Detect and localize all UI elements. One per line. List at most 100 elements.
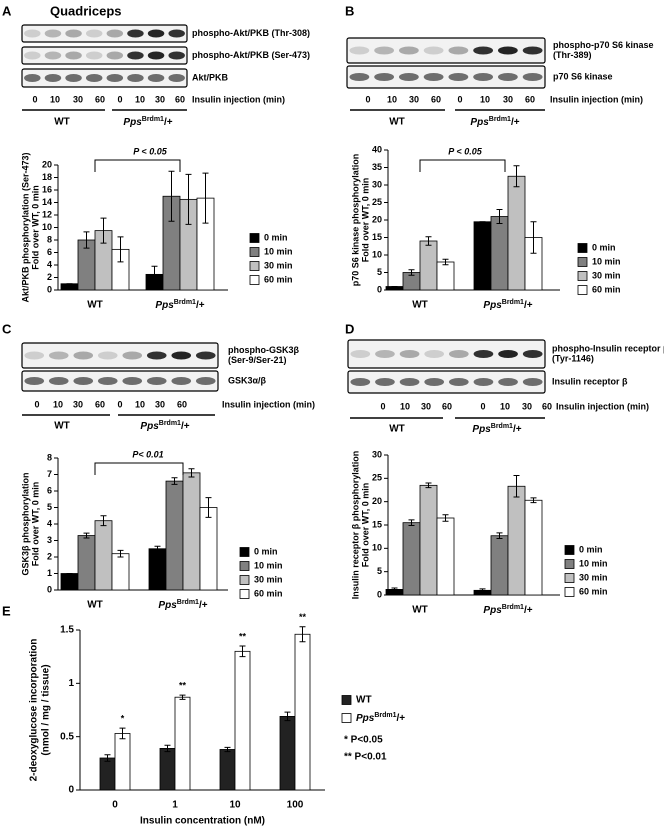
blot-band: [473, 46, 494, 55]
label-part: Brdm1: [491, 423, 513, 430]
y-axis-label: (nmol / mg / tissue): [41, 664, 52, 755]
error-bar: [224, 746, 231, 753]
blot-band: [127, 51, 144, 60]
lane-label: 60: [431, 94, 441, 104]
y-axis-label: 2-deoxyglucose incorporation: [29, 639, 40, 782]
lane-label: 60: [95, 94, 105, 104]
lane-label: 30: [155, 399, 165, 409]
error-bar: [151, 265, 158, 283]
label-part: Brdm1: [374, 712, 396, 719]
y-tick-label: 1.5: [60, 625, 74, 636]
legend-label: 60 min: [254, 588, 283, 598]
blot-band: [168, 51, 185, 60]
error-bar: [239, 645, 246, 658]
blot-band: [85, 29, 103, 38]
y-tick-label: 4: [47, 518, 52, 528]
blot-band: [448, 350, 469, 358]
group-label: PpsBrdm1/+: [470, 116, 519, 128]
blot-label: phospho-GSK3β: [228, 345, 299, 355]
blot-label: phospho-Akt/PKB (Ser-473): [192, 50, 310, 60]
lane-label: 10: [53, 399, 63, 409]
x-axis-label: Insulin concentration (nM): [140, 816, 265, 827]
blot-label: phospho-p70 S6 kinase: [553, 40, 654, 50]
bar: [159, 748, 176, 791]
y-axis-label: Fold over WT, 0 min: [360, 178, 370, 263]
blot-label: phospho-Akt/PKB (Thr-308): [192, 28, 310, 38]
y-tick-label: 5: [377, 267, 382, 277]
error-bar: [530, 221, 537, 254]
blot: [347, 339, 546, 369]
y-tick-label: 35: [372, 162, 382, 172]
y-tick-label: 20: [42, 159, 52, 169]
error-bar: [104, 754, 111, 762]
blot-band: [44, 29, 62, 38]
error-bar: [299, 626, 306, 643]
bar: [94, 520, 113, 591]
blot: [346, 37, 546, 64]
label-part: Pps: [470, 117, 489, 128]
blot: [21, 342, 219, 369]
y-tick-label: 14: [42, 197, 52, 207]
y-tick-label: 2: [47, 551, 52, 561]
panel-letter: A: [2, 3, 12, 18]
y-tick-label: 1: [47, 568, 52, 578]
bar: [507, 175, 526, 291]
error-bar: [188, 468, 195, 478]
y-tick-label: 6: [47, 485, 52, 495]
y-tick-label: 10: [372, 543, 382, 553]
label-part: Pps: [158, 600, 177, 611]
group-label: PpsBrdm1/+: [472, 423, 521, 435]
x-tick-label: 1: [172, 800, 178, 811]
group-label: PpsBrdm1/+: [140, 420, 189, 432]
label-part: /+: [199, 599, 208, 610]
error-bar: [513, 475, 520, 498]
label-part: /+: [196, 299, 205, 310]
bar: [77, 535, 96, 591]
blot-band: [497, 46, 518, 55]
legend-label: 0 min: [579, 544, 603, 554]
legend-label: 10 min: [579, 558, 608, 568]
legend-swatch: [239, 589, 250, 599]
legend-note: ** P<0.01: [344, 752, 387, 763]
blot-label: Insulin receptor β: [552, 376, 628, 386]
x-tick-label: WT: [87, 600, 103, 611]
legend-label: 10 min: [592, 256, 621, 266]
lane-label: 60: [175, 94, 185, 104]
lane-label: 30: [155, 94, 165, 104]
bar: [402, 522, 421, 596]
error-bar: [168, 170, 175, 222]
bar: [99, 757, 116, 791]
x-tick-label: PpsBrdm1/+: [155, 299, 204, 311]
legend-label: 60 min: [579, 586, 608, 596]
lane-label: 10: [135, 94, 145, 104]
legend-swatch: [564, 573, 575, 583]
bar: [419, 484, 438, 596]
y-tick-label: 0: [47, 284, 52, 294]
blot-band: [497, 73, 518, 81]
blot: [21, 46, 188, 65]
y-tick-label: 8: [47, 452, 52, 462]
lane-label: 60: [95, 399, 105, 409]
legend-label: 60 min: [592, 284, 621, 294]
legend-label: 0 min: [592, 242, 616, 252]
group-label: PpsBrdm1/+: [123, 116, 172, 128]
x-tick-label: WT: [412, 300, 428, 311]
error-bar: [202, 172, 209, 224]
legend-swatch: [577, 257, 588, 267]
label-part: Pps: [472, 424, 491, 435]
legend-label: 30 min: [579, 572, 608, 582]
blot-band: [473, 73, 494, 81]
legend-label: WT: [356, 695, 372, 706]
error-bar: [185, 173, 192, 225]
lane-caption: Insulin injection (min): [222, 399, 315, 409]
error-bar: [154, 545, 161, 552]
label-part: Pps: [483, 300, 502, 311]
y-axis-label: Akt/PKB phosphorylation (Ser-473): [20, 152, 30, 302]
blot-band: [375, 350, 395, 358]
error-bar: [496, 532, 503, 540]
blot-label: (Tyr-1146): [552, 353, 594, 363]
y-tick-label: 0: [377, 589, 382, 599]
blot-label: phospho-Insulin receptor β: [552, 343, 664, 353]
blot-label: (Ser-9/Ser-21): [228, 355, 287, 365]
x-tick-label: 0: [112, 800, 118, 811]
